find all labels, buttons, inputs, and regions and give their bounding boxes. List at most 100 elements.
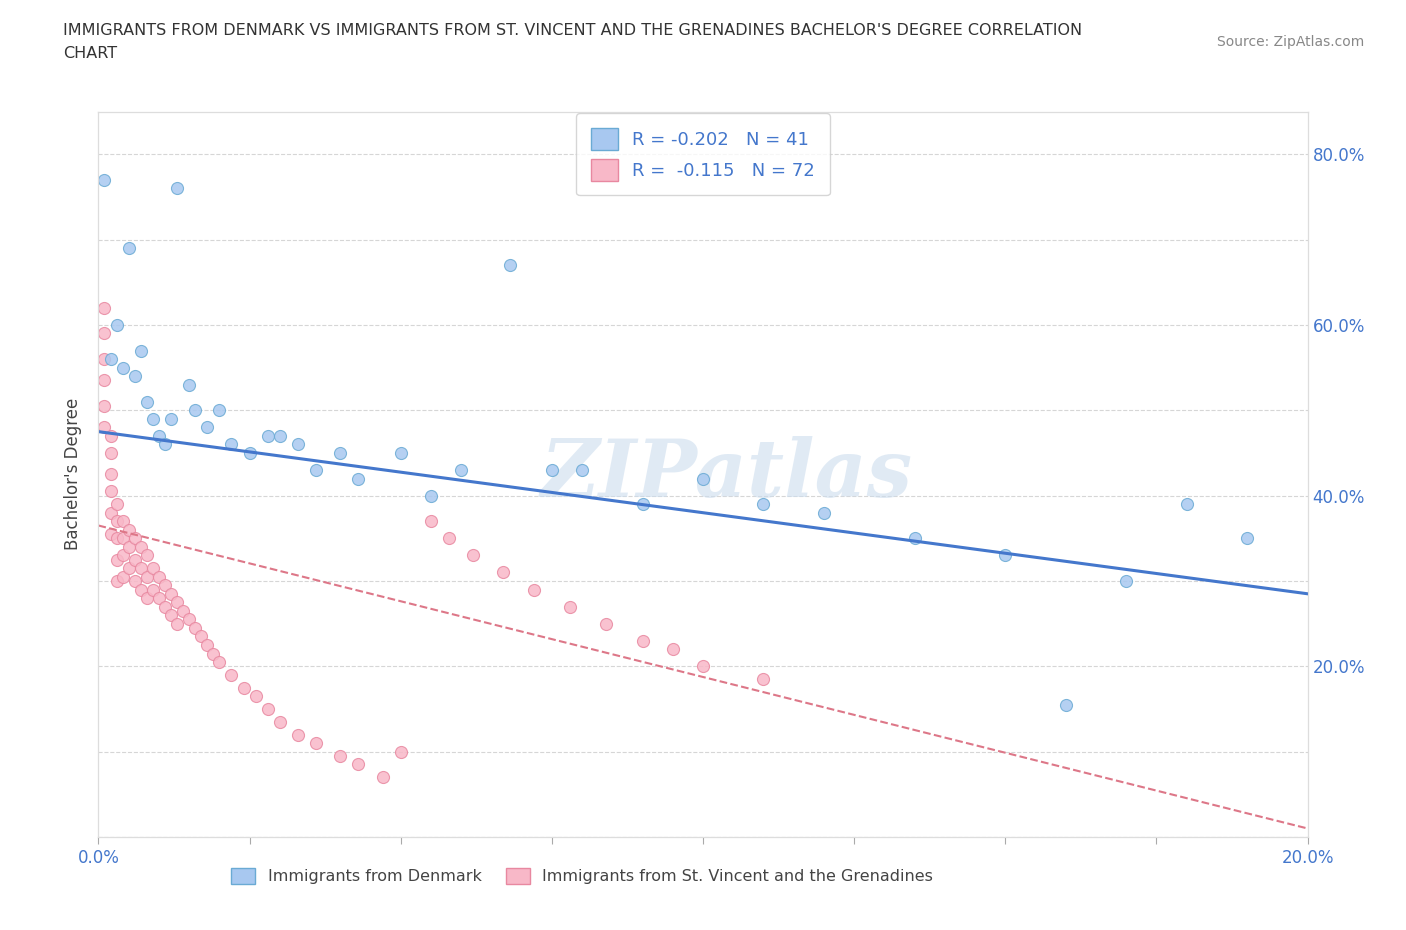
Point xyxy=(420,488,443,503)
Point xyxy=(93,420,115,435)
Point xyxy=(124,552,146,567)
Point xyxy=(100,429,122,444)
Point xyxy=(631,497,654,512)
Point xyxy=(523,582,546,597)
Point xyxy=(184,620,207,635)
Point xyxy=(245,689,267,704)
Point xyxy=(208,403,231,418)
Point xyxy=(135,548,157,563)
Point xyxy=(329,749,352,764)
Point xyxy=(124,574,146,589)
Point xyxy=(347,757,370,772)
Point xyxy=(118,523,141,538)
Point xyxy=(105,552,128,567)
Point xyxy=(111,531,134,546)
Point xyxy=(692,472,714,486)
Point xyxy=(153,578,176,592)
Point xyxy=(661,642,683,657)
Point xyxy=(166,617,188,631)
Point xyxy=(160,607,183,622)
Point xyxy=(166,181,188,196)
Point xyxy=(1115,574,1137,589)
Point xyxy=(221,437,243,452)
Point xyxy=(129,539,152,554)
Text: CHART: CHART xyxy=(63,46,117,61)
Text: Source: ZipAtlas.com: Source: ZipAtlas.com xyxy=(1216,35,1364,49)
Point xyxy=(111,513,134,528)
Point xyxy=(93,172,115,187)
Point xyxy=(305,462,328,477)
Point xyxy=(118,539,141,554)
Point xyxy=(498,258,520,272)
Point xyxy=(752,671,775,686)
Point xyxy=(135,591,157,605)
Point xyxy=(93,326,115,341)
Point xyxy=(111,548,134,563)
Point xyxy=(105,497,128,512)
Point xyxy=(100,505,122,520)
Point xyxy=(105,531,128,546)
Point xyxy=(389,445,412,460)
Point xyxy=(100,526,122,541)
Point xyxy=(752,497,775,512)
Point xyxy=(135,394,157,409)
Point xyxy=(540,462,562,477)
Point xyxy=(347,472,370,486)
Point xyxy=(994,548,1017,563)
Point xyxy=(287,437,309,452)
Point xyxy=(118,241,141,256)
Text: ZIPatlas: ZIPatlas xyxy=(541,435,914,513)
Point xyxy=(129,561,152,576)
Point xyxy=(1054,698,1077,712)
Point xyxy=(111,569,134,584)
Point xyxy=(463,548,485,563)
Point xyxy=(450,462,472,477)
Point xyxy=(118,561,141,576)
Point xyxy=(105,513,128,528)
Point xyxy=(232,680,254,695)
Point xyxy=(692,658,714,673)
Point xyxy=(105,574,128,589)
Point xyxy=(129,343,152,358)
Point xyxy=(904,531,927,546)
Point xyxy=(195,420,218,435)
Point xyxy=(100,484,122,498)
Point xyxy=(160,411,183,426)
Text: IMMIGRANTS FROM DENMARK VS IMMIGRANTS FROM ST. VINCENT AND THE GRENADINES BACHEL: IMMIGRANTS FROM DENMARK VS IMMIGRANTS FR… xyxy=(63,23,1083,38)
Point xyxy=(172,604,194,618)
Point xyxy=(153,599,176,614)
Point xyxy=(100,445,122,460)
Point xyxy=(631,633,654,648)
Point xyxy=(389,744,412,759)
Point xyxy=(269,429,291,444)
Point xyxy=(93,399,115,414)
Point xyxy=(492,565,515,580)
Point xyxy=(124,368,146,383)
Point xyxy=(239,445,262,460)
Y-axis label: Bachelor's Degree: Bachelor's Degree xyxy=(65,398,83,551)
Point xyxy=(142,411,165,426)
Point xyxy=(437,531,460,546)
Point xyxy=(148,429,170,444)
Point xyxy=(148,591,170,605)
Point xyxy=(111,360,134,375)
Point xyxy=(93,352,115,366)
Point xyxy=(179,612,201,627)
Point xyxy=(329,445,352,460)
Point xyxy=(135,569,157,584)
Point xyxy=(124,531,146,546)
Legend: Immigrants from Denmark, Immigrants from St. Vincent and the Grenadines: Immigrants from Denmark, Immigrants from… xyxy=(225,861,939,891)
Point xyxy=(558,599,581,614)
Point xyxy=(105,317,128,332)
Point xyxy=(256,701,278,716)
Point xyxy=(148,569,170,584)
Point xyxy=(305,736,328,751)
Point xyxy=(93,373,115,388)
Point xyxy=(129,582,152,597)
Point xyxy=(269,714,291,729)
Point xyxy=(256,429,278,444)
Point xyxy=(208,655,231,670)
Point xyxy=(420,513,443,528)
Point xyxy=(153,437,176,452)
Point xyxy=(160,586,183,601)
